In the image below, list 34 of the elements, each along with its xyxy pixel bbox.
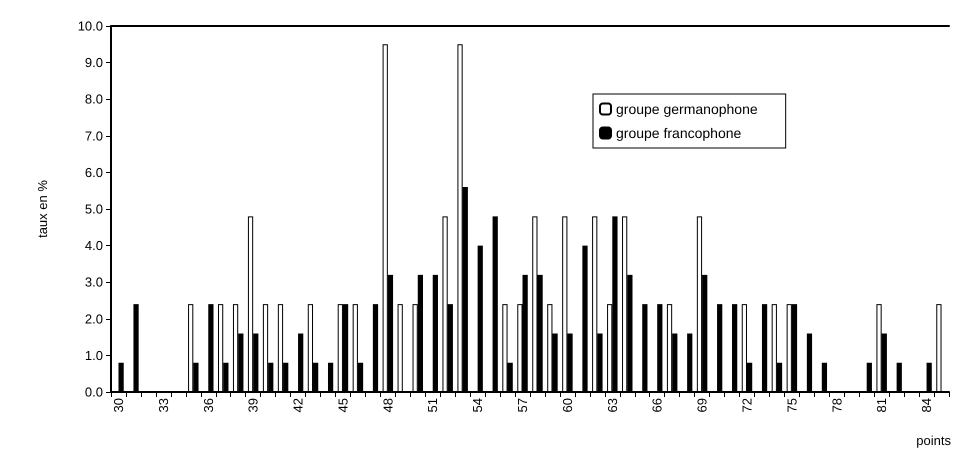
x-tick-label: 78 xyxy=(829,398,844,412)
y-tick-label: 5.0 xyxy=(84,202,103,216)
x-tick-label: 69 xyxy=(694,398,710,412)
y-tick-label: 9.0 xyxy=(84,55,103,70)
y-tick-label: 0.0 xyxy=(84,384,103,400)
x-tick-label: 39 xyxy=(246,398,261,412)
x-tick-label: 48 xyxy=(380,398,396,412)
y-tick-label: 7.0 xyxy=(84,128,103,144)
x-tick-label: 51 xyxy=(425,398,440,412)
x-tick-label: 60 xyxy=(560,398,575,412)
x-tick-label: 45 xyxy=(335,398,350,412)
x-tick-label: 81 xyxy=(874,398,890,412)
y-axis-title: taux en % xyxy=(35,180,50,238)
x-tick-label: 42 xyxy=(290,398,306,412)
y-tick-label: 3.0 xyxy=(84,274,103,290)
x-tick-label: 75 xyxy=(784,398,800,412)
y-tick-label: 2.0 xyxy=(84,311,103,326)
y-tick-label: 6.0 xyxy=(84,164,103,180)
x-tick-label: 84 xyxy=(919,398,934,412)
x-tick-label: 72 xyxy=(739,398,754,412)
x-tick-label: 63 xyxy=(604,398,620,412)
x-tick-label: 30 xyxy=(110,398,126,412)
y-tick-label: 4.0 xyxy=(84,238,103,254)
y-tick-label: 10.0 xyxy=(78,18,103,34)
x-tick-label: 33 xyxy=(156,398,171,412)
y-tick-label: 8.0 xyxy=(84,92,103,107)
x-tick-label: 57 xyxy=(515,398,530,412)
y-tick-label: 1.0 xyxy=(84,348,103,363)
x-axis-title: points xyxy=(916,433,952,448)
x-tick-label: 36 xyxy=(200,398,216,412)
x-tick-label: 66 xyxy=(650,398,665,412)
x-tick-label: 54 xyxy=(470,398,486,412)
legend-label: groupe germanophone xyxy=(616,101,758,117)
legend-label: groupe francophone xyxy=(616,125,742,141)
